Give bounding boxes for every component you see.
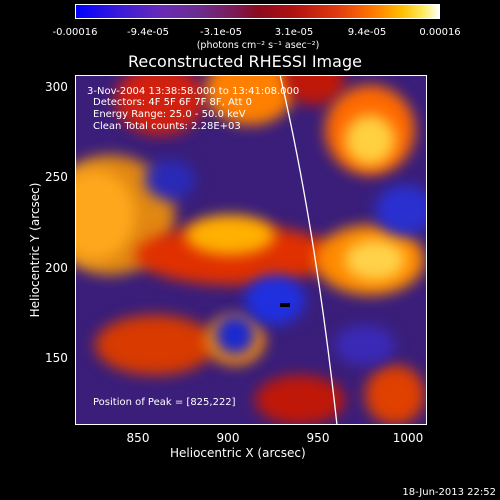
annotation-detectors: Detectors: 4F 5F 6F 7F 8F, Att 0 bbox=[93, 97, 253, 108]
peak-marker bbox=[280, 303, 290, 307]
y-tick-label: 150 bbox=[45, 351, 68, 365]
annotation-peak: Position of Peak = [825,222] bbox=[93, 397, 236, 408]
colorbar-tick: 0.00016 bbox=[419, 27, 461, 38]
x-tick-label: 850 bbox=[126, 431, 150, 445]
x-tick-label: 900 bbox=[216, 431, 240, 445]
colorbar bbox=[75, 4, 440, 19]
annotation-energy: Energy Range: 25.0 - 50.0 keV bbox=[93, 109, 246, 120]
y-tick-label: 300 bbox=[45, 80, 68, 94]
colorbar-unit: (photons cm⁻² s⁻¹ asec⁻²) bbox=[196, 40, 320, 51]
x-tick-label: 1000 bbox=[392, 431, 424, 445]
colorbar-tick: -9.4e-05 bbox=[127, 27, 169, 38]
y-axis-label: Heliocentric Y (arcsec) bbox=[28, 182, 42, 318]
timestamp: 18-Jun-2013 22:52 bbox=[402, 487, 496, 498]
rhessi-image: 3-Nov-2004 13:38:58.000 to 13:41:08.000 … bbox=[75, 75, 427, 425]
plot-title: Reconstructed RHESSI Image bbox=[128, 52, 362, 71]
annotation-clean: Clean Total counts: 2.28E+03 bbox=[93, 121, 241, 132]
colorbar-tick: -3.1e-05 bbox=[200, 27, 242, 38]
x-tick-label: 950 bbox=[306, 431, 330, 445]
y-tick-label: 200 bbox=[45, 261, 68, 275]
colorbar-tick: -0.00016 bbox=[52, 27, 98, 38]
x-axis-label: Heliocentric X (arcsec) bbox=[170, 446, 306, 460]
y-tick-label: 250 bbox=[45, 170, 68, 184]
solar-limb-line bbox=[279, 75, 338, 425]
colorbar-tick: 3.1e-05 bbox=[274, 27, 314, 38]
colorbar-tick: 9.4e-05 bbox=[347, 27, 387, 38]
annotation-time-range: 3-Nov-2004 13:38:58.000 to 13:41:08.000 bbox=[87, 86, 300, 97]
